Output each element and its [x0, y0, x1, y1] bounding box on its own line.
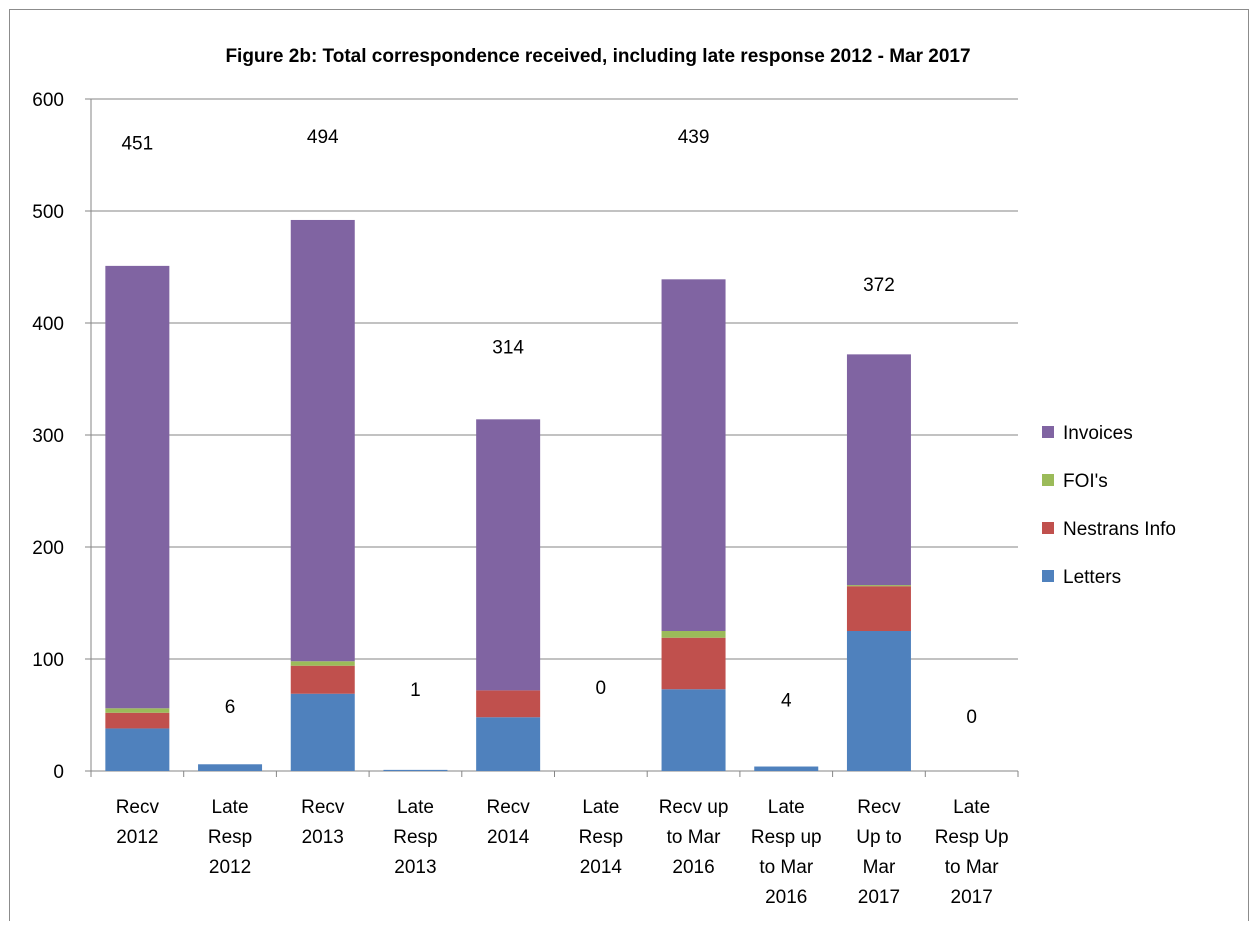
- x-category-label: Late: [582, 797, 619, 818]
- legend-label: Invoices: [1063, 423, 1133, 444]
- data-label: 6: [225, 697, 236, 718]
- legend-swatch: [1042, 522, 1054, 534]
- bar-segment: [476, 419, 541, 691]
- y-tick-label: 600: [32, 90, 64, 111]
- data-label: 4: [781, 690, 792, 711]
- legend-label: Nestrans Info: [1063, 519, 1176, 540]
- x-category-label: 2017: [951, 887, 993, 908]
- x-category-label: 2013: [394, 857, 436, 878]
- bar-segment: [846, 585, 911, 587]
- bar-segment: [846, 586, 911, 631]
- legend-swatch: [1042, 570, 1054, 582]
- bar-segment: [290, 693, 355, 771]
- x-category-label: 2012: [209, 857, 251, 878]
- bar-segment: [661, 279, 726, 631]
- bars: [105, 219, 911, 771]
- data-label: 0: [596, 678, 607, 699]
- y-tick-label: 0: [53, 762, 64, 783]
- bar-segment: [290, 665, 355, 694]
- legend-label: FOI's: [1063, 471, 1108, 492]
- data-label: 1: [410, 680, 421, 701]
- x-category-label: 2016: [672, 857, 714, 878]
- x-category-label: Resp Up: [935, 827, 1009, 848]
- bar-segment: [198, 764, 263, 771]
- x-category-label: Late: [397, 797, 434, 818]
- bar-segment: [290, 661, 355, 666]
- x-category-label: 2014: [487, 827, 530, 848]
- bar-segment: [661, 689, 726, 771]
- x-category-label: 2012: [116, 827, 158, 848]
- x-category-label: Late: [953, 797, 990, 818]
- x-category-label: Recv: [857, 797, 901, 818]
- data-label: 451: [121, 134, 153, 155]
- y-tick-label: 100: [32, 650, 64, 671]
- gridlines: [91, 98, 1018, 660]
- bar-segment: [661, 631, 726, 638]
- x-category-label: Late: [212, 797, 249, 818]
- legend: Invoices FOI's Nestrans Info Letters: [1042, 423, 1176, 588]
- data-label: 372: [863, 275, 895, 296]
- legend-label: Letters: [1063, 567, 1121, 588]
- x-category-label: Mar: [863, 857, 896, 878]
- legend-swatch: [1042, 426, 1054, 438]
- x-category-label: Recv: [301, 797, 345, 818]
- x-category-label: Resp: [393, 827, 437, 848]
- bar-segment: [290, 219, 355, 662]
- data-label: 494: [307, 127, 339, 148]
- x-category-label: Recv: [116, 797, 160, 818]
- y-axis-ticks: 0 100 200 300 400 500 600: [32, 90, 91, 783]
- x-category-label: Resp: [579, 827, 623, 848]
- x-category-label: to Mar: [759, 857, 814, 878]
- x-category-label: 2016: [765, 887, 807, 908]
- x-category-label: 2013: [302, 827, 344, 848]
- x-axis-categories: Recv 2012 Late Resp 2012 Recv 2013 Late Resp 2013…: [116, 797, 1009, 908]
- bar-segment: [846, 354, 911, 586]
- y-tick-label: 500: [32, 202, 64, 223]
- y-tick-label: 400: [32, 314, 64, 335]
- x-category-label: to Mar: [667, 827, 722, 848]
- x-category-label: Up to: [856, 827, 901, 848]
- total-labels: 451 6 494 1 314 0 439 4 372 0: [121, 127, 976, 728]
- x-category-label: Resp up: [751, 827, 822, 848]
- bar-segment: [476, 717, 541, 771]
- legend-swatch: [1042, 474, 1054, 486]
- chart-title: Figure 2b: Total correspondence received…: [225, 46, 970, 67]
- data-label: 0: [966, 707, 977, 728]
- data-label: 439: [678, 127, 710, 148]
- y-tick-label: 200: [32, 538, 64, 559]
- bar-segment: [661, 637, 726, 690]
- x-category-label: Resp: [208, 827, 252, 848]
- bar-segment: [105, 728, 170, 771]
- x-category-label: to Mar: [945, 857, 1000, 878]
- data-label: 314: [492, 338, 524, 359]
- y-tick-label: 300: [32, 426, 64, 447]
- bar-segment: [383, 769, 448, 771]
- bar-segment: [754, 766, 819, 771]
- x-category-label: Recv up: [659, 797, 729, 818]
- bar-segment: [105, 265, 170, 709]
- x-category-label: 2014: [580, 857, 623, 878]
- x-category-label: Late: [768, 797, 805, 818]
- x-category-label: Recv: [487, 797, 531, 818]
- bar-segment: [846, 631, 911, 771]
- bar-segment: [105, 708, 170, 713]
- x-category-label: 2017: [858, 887, 900, 908]
- bar-segment: [476, 690, 541, 718]
- bar-segment: [105, 712, 170, 729]
